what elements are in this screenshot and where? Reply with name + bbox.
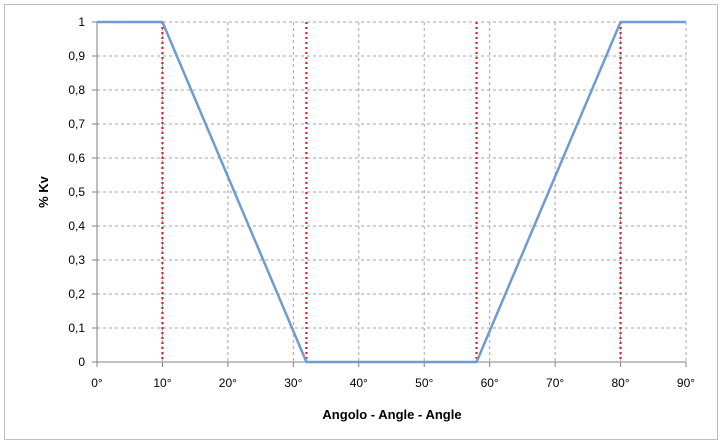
x-tick-label: 40° bbox=[350, 376, 368, 390]
y-tick-label: 0,8 bbox=[68, 83, 85, 97]
y-tick-label: 0 bbox=[78, 355, 85, 369]
y-tick-label: 0,4 bbox=[68, 219, 85, 233]
x-tick-label: 30° bbox=[284, 376, 302, 390]
x-tick-label: 90° bbox=[677, 376, 695, 390]
x-tick-label: 0° bbox=[91, 376, 103, 390]
x-tick-label: 80° bbox=[611, 376, 629, 390]
x-tick-label: 20° bbox=[219, 376, 237, 390]
y-tick-labels: 0 0,1 0,2 0,3 0,4 0,5 0,6 0,7 0,8 0,9 1 bbox=[68, 15, 85, 369]
data-series bbox=[97, 20, 686, 364]
series-line bbox=[97, 20, 686, 364]
x-axis-title: Angolo - Angle - Angle bbox=[322, 407, 461, 422]
axes bbox=[92, 21, 687, 367]
y-tick-label: 0,9 bbox=[68, 49, 85, 63]
reference-lines bbox=[161, 22, 622, 362]
y-tick-label: 0,2 bbox=[68, 287, 85, 301]
x-tick-labels: 0° 10° 20° 30° 40° 50° 60° 70° 80° 90° bbox=[91, 376, 695, 390]
y-tick-label: 0,1 bbox=[68, 321, 85, 335]
y-tick-label: 0,3 bbox=[68, 253, 85, 267]
y-tick-label: 0,5 bbox=[68, 185, 85, 199]
y-axis-title: % Kv bbox=[36, 175, 51, 208]
chart-frame bbox=[4, 4, 718, 440]
y-tick-label: 0,6 bbox=[68, 151, 85, 165]
x-tick-label: 70° bbox=[546, 376, 564, 390]
x-tick-label: 60° bbox=[481, 376, 499, 390]
x-tick-label: 50° bbox=[415, 376, 433, 390]
x-tick-label: 10° bbox=[153, 376, 171, 390]
y-tick-label: 0,7 bbox=[68, 117, 85, 131]
y-tick-label: 1 bbox=[78, 15, 85, 29]
